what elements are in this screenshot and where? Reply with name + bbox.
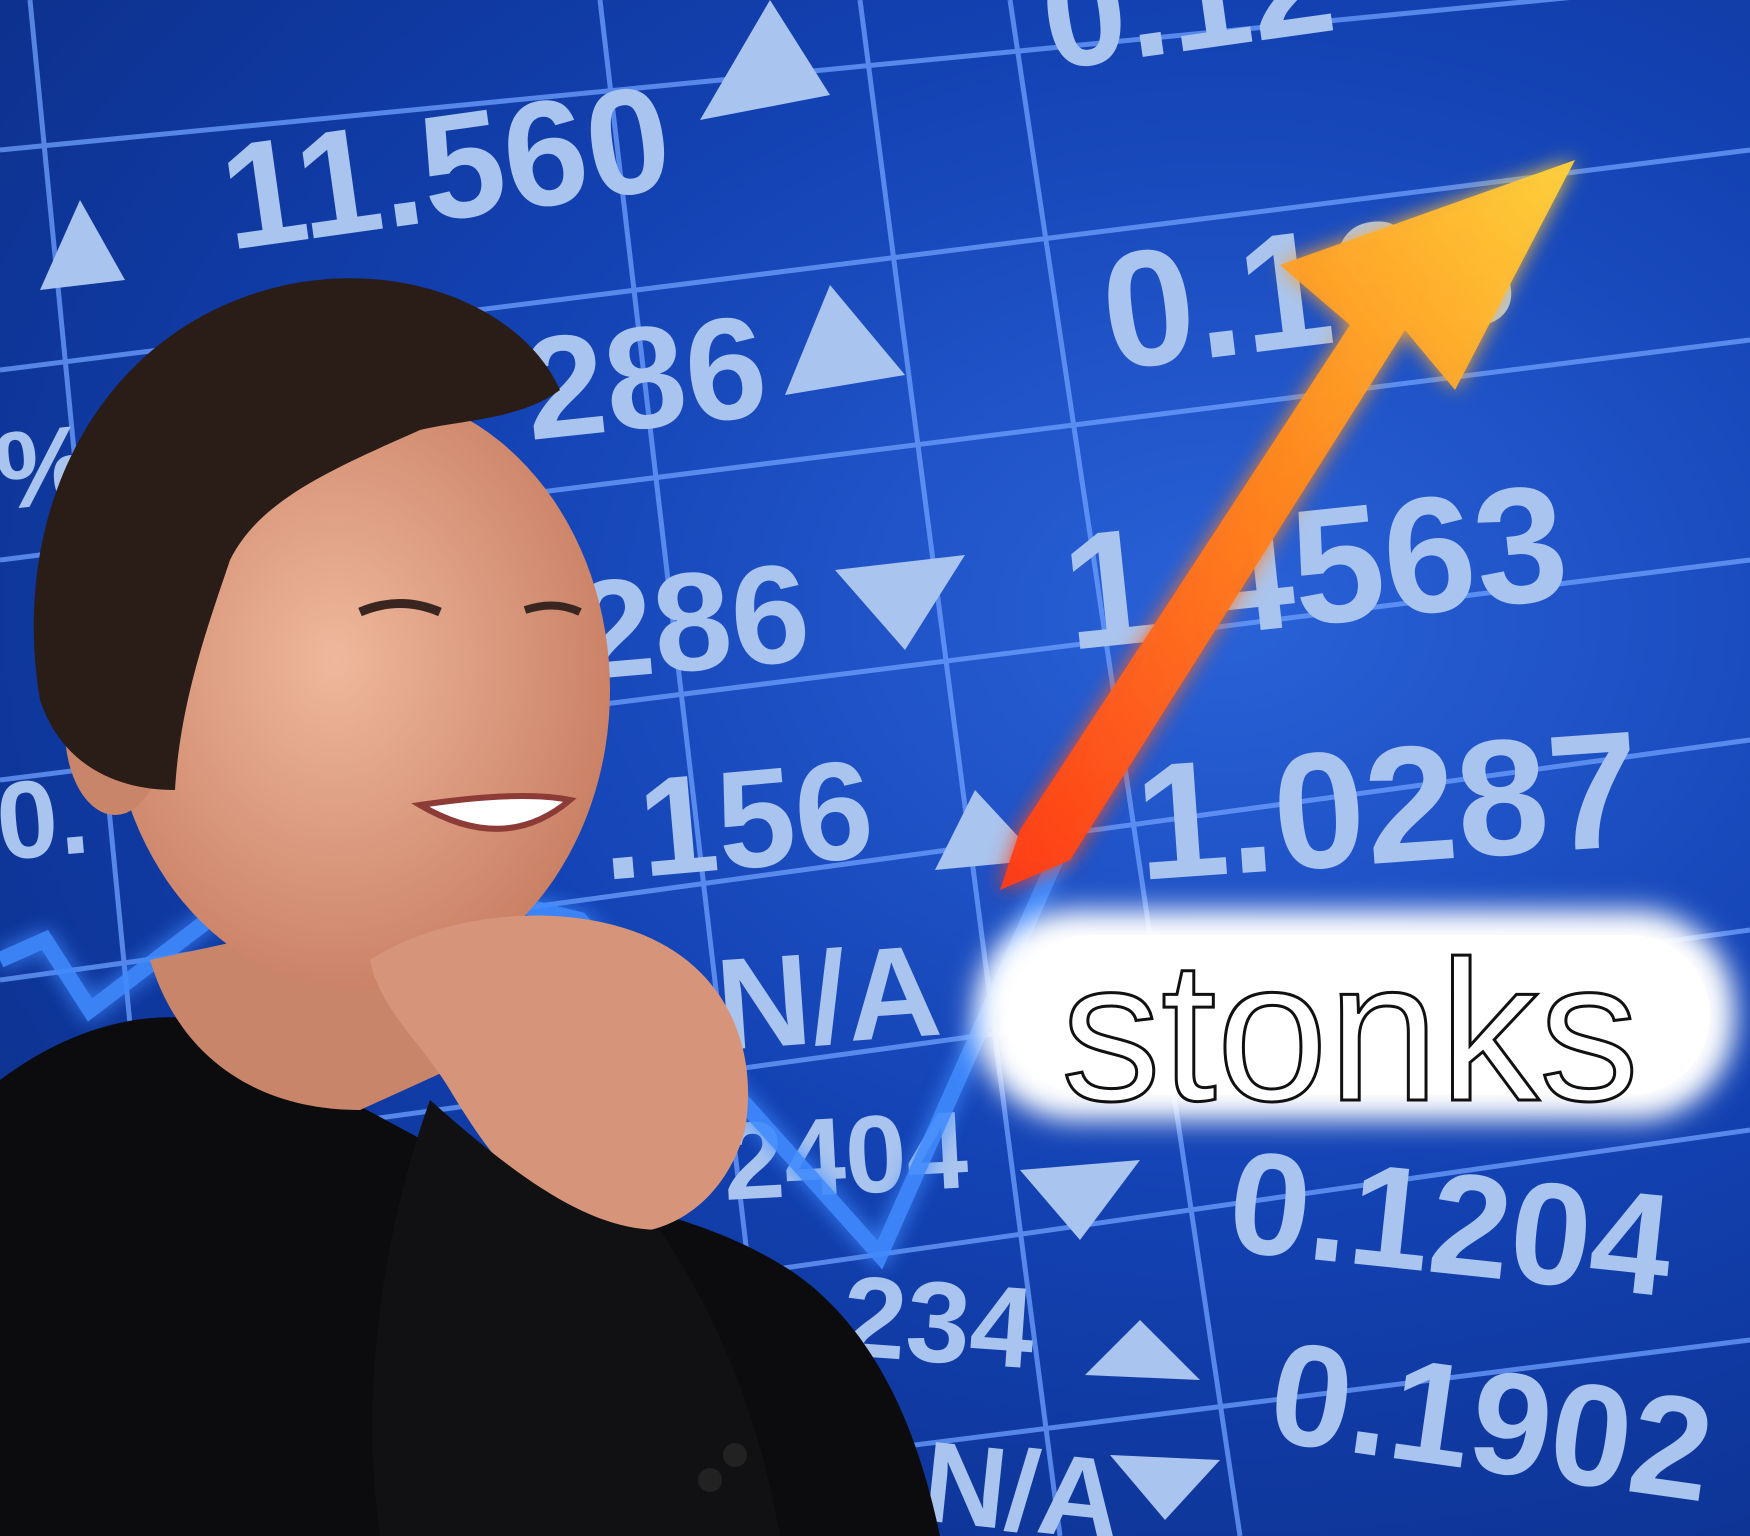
sleeve-button [698, 1468, 722, 1492]
board-value: 1.4563 [1054, 449, 1575, 685]
triangle-down-icon [1020, 1160, 1140, 1240]
board-value: 0.1902 [1261, 1310, 1723, 1532]
hand [370, 915, 749, 1234]
triangle-up-icon [700, 0, 830, 120]
hair [33, 278, 561, 790]
caption-text: stonks [1061, 920, 1639, 1143]
mouth [411, 793, 577, 832]
eye [523, 601, 582, 616]
board-value: 286 [516, 284, 774, 470]
person-photo [0, 278, 940, 1536]
trend-arrow-icon [1000, 160, 1575, 890]
board-value: N/A [917, 1418, 1127, 1536]
board-value: 286 [569, 533, 815, 710]
board-value: N/A [712, 917, 946, 1078]
board-value: 0.12 [1031, 0, 1343, 102]
eye [358, 599, 442, 617]
triangle-up-icon [1085, 1320, 1200, 1380]
triangle-down-icon [1110, 1455, 1220, 1520]
sleeve-button [723, 1443, 747, 1467]
triangle-down-icon [835, 555, 965, 650]
caption-bubble: stonks [975, 910, 1735, 1145]
sleeve [372, 1100, 780, 1536]
triangle-up-icon [40, 200, 125, 290]
board-value: 1.0287 [1130, 696, 1646, 915]
board-value: .156 [594, 730, 879, 910]
board-value: 11.560 [211, 53, 681, 282]
triangle-up-icon [785, 285, 905, 395]
